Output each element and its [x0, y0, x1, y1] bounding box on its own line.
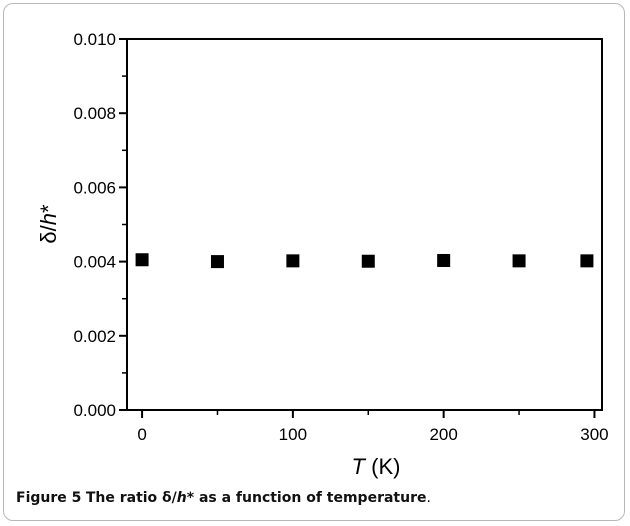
caption-text-h: h: [176, 490, 187, 506]
data-points: [135, 253, 594, 269]
x-tick-label: 100: [279, 425, 307, 444]
plot-frame: [126, 38, 603, 411]
caption-end: .: [426, 490, 431, 506]
x-tick-label: 300: [580, 425, 608, 444]
x-tick-label: 0: [137, 425, 146, 444]
data-point: [286, 254, 300, 268]
data-point: [512, 254, 526, 268]
data-point: [437, 253, 451, 267]
y-tick-label: 0.008: [73, 104, 116, 123]
y-tick-label: 0.000: [73, 401, 116, 420]
axes: [126, 38, 603, 411]
y-tick-label: 0.004: [73, 253, 116, 272]
y-tick-label: 0.002: [73, 327, 116, 346]
x-axis-title: T (K): [352, 454, 401, 479]
x-tick-label: 200: [429, 425, 457, 444]
y-tick-label: 0.006: [73, 178, 116, 197]
ticks: 0.000 0.002 0.004 0.006 0.008 0.010 0 100 200 300: [73, 30, 608, 444]
data-point: [135, 253, 149, 267]
caption-text-after: * as a function of temperature: [186, 490, 427, 506]
data-point: [580, 254, 594, 268]
caption-text-before: The ratio δ/: [85, 490, 177, 506]
caption-label: Figure 5: [16, 490, 82, 506]
data-point: [210, 255, 224, 269]
figure-caption: Figure 5 The ratio δ/h* as a function of…: [16, 490, 616, 506]
y-axis-title: δ/h*: [36, 204, 61, 244]
y-tick-label: 0.010: [73, 30, 116, 49]
data-point: [361, 254, 375, 268]
